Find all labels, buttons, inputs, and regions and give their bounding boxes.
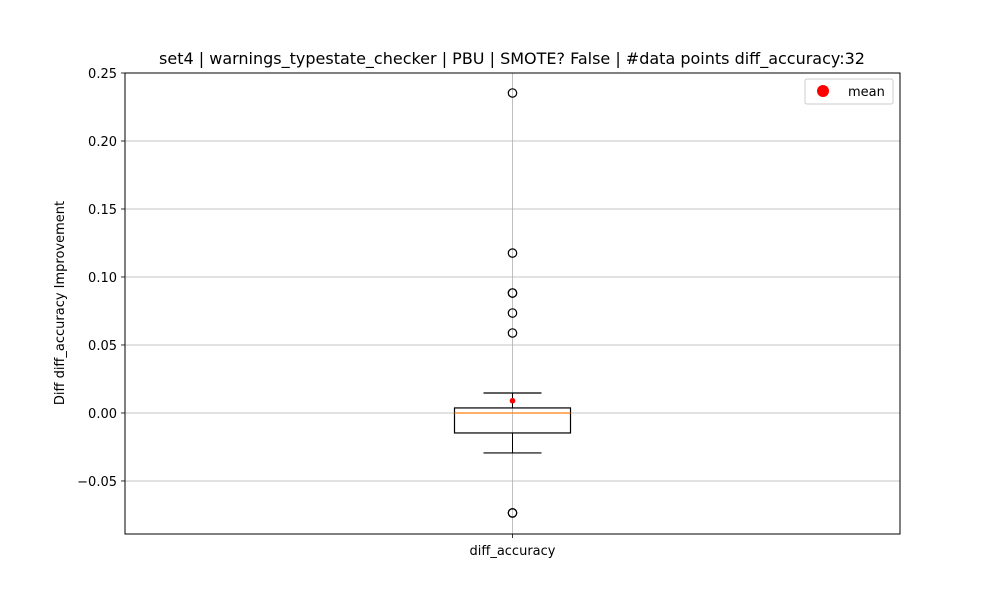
plot-frame: [124, 72, 901, 535]
y-tick-label: 0.05: [88, 339, 117, 354]
grid-layer: [125, 72, 900, 534]
y-tick-label: 0.15: [88, 203, 117, 218]
outlier-point: [507, 328, 518, 338]
y-tick-label: 0.25: [88, 67, 117, 82]
outlier-point: [507, 508, 518, 518]
y-tick-label: 0.20: [88, 135, 117, 150]
outlier-point: [507, 248, 518, 258]
outlier-point: [507, 88, 518, 98]
x-tick-label: diff_accuracy: [470, 544, 556, 559]
legend-mean-marker: [817, 85, 829, 97]
iqr-box: [453, 407, 572, 434]
legend: mean: [804, 78, 894, 105]
legend-frame: [804, 78, 894, 105]
outlier-point: [507, 308, 518, 318]
outlier-point: [507, 288, 518, 298]
y-axis-label: Diff diff_accuracy Improvement: [53, 201, 68, 405]
y-tick-label: −0.05: [77, 475, 117, 490]
plot-layer: [453, 88, 572, 518]
axes-layer: −0.05 0.00 0.05 0.10 0.15 0.20 0.25 diff_accura…: [77, 67, 901, 559]
y-tick-label: 0.00: [88, 407, 117, 422]
y-tick-label: 0.10: [88, 271, 117, 286]
mean-point: [509, 397, 516, 404]
chart-title: set4 | warnings_typestate_checker | PBU …: [159, 49, 865, 69]
legend-mean-label: mean: [848, 85, 885, 100]
